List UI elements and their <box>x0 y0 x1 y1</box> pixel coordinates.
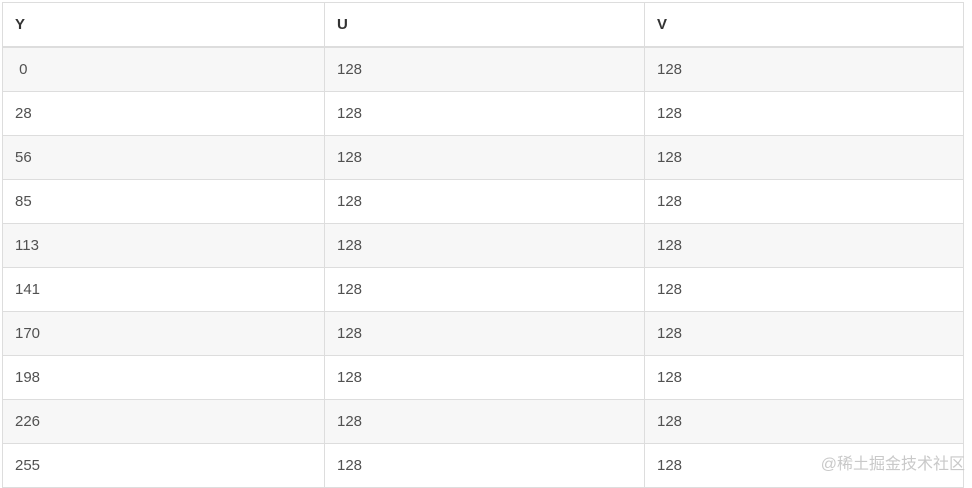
cell-u: 128 <box>324 311 645 356</box>
table-row: 255 128 128 <box>2 443 964 488</box>
cell-v: 128 <box>644 355 964 400</box>
cell-y: 255 <box>2 443 325 488</box>
column-header-v: V <box>644 2 964 48</box>
cell-u: 128 <box>324 355 645 400</box>
table-row: 198 128 128 <box>2 355 964 400</box>
cell-y: 170 <box>2 311 325 356</box>
cell-u: 128 <box>324 91 645 136</box>
cell-v: 128 <box>644 399 964 444</box>
cell-v: 128 <box>644 311 964 356</box>
cell-u: 128 <box>324 399 645 444</box>
table-row: 28 128 128 <box>2 91 964 136</box>
cell-v: 128 <box>644 46 964 92</box>
cell-y: 113 <box>2 223 325 268</box>
cell-u: 128 <box>324 135 645 180</box>
cell-y: 85 <box>2 179 325 224</box>
cell-v: 128 <box>644 223 964 268</box>
cell-u: 128 <box>324 223 645 268</box>
cell-u: 128 <box>324 443 645 488</box>
cell-u: 128 <box>324 46 645 92</box>
cell-v: 128 <box>644 135 964 180</box>
cell-y: 226 <box>2 399 325 444</box>
table-row: 113 128 128 <box>2 223 964 268</box>
table-body: 0 128 128 28 128 128 56 128 128 85 128 128 113 128 128… <box>2 46 964 488</box>
table-row: 170 128 128 <box>2 311 964 356</box>
cell-y: 0 <box>2 46 325 92</box>
cell-v: 128 <box>644 443 964 488</box>
cell-v: 128 <box>644 91 964 136</box>
table-row: 0 128 128 <box>2 46 964 92</box>
cell-y: 56 <box>2 135 325 180</box>
cell-u: 128 <box>324 179 645 224</box>
cell-y: 28 <box>2 91 325 136</box>
cell-v: 128 <box>644 179 964 224</box>
column-header-u: U <box>324 2 645 48</box>
cell-u: 128 <box>324 267 645 312</box>
table-row: 56 128 128 <box>2 135 964 180</box>
table-row: 226 128 128 <box>2 399 964 444</box>
cell-y: 141 <box>2 267 325 312</box>
table-row: 85 128 128 <box>2 179 964 224</box>
table-row: 141 128 128 <box>2 267 964 312</box>
column-header-y: Y <box>2 2 325 48</box>
cell-y: 198 <box>2 355 325 400</box>
cell-v: 128 <box>644 267 964 312</box>
